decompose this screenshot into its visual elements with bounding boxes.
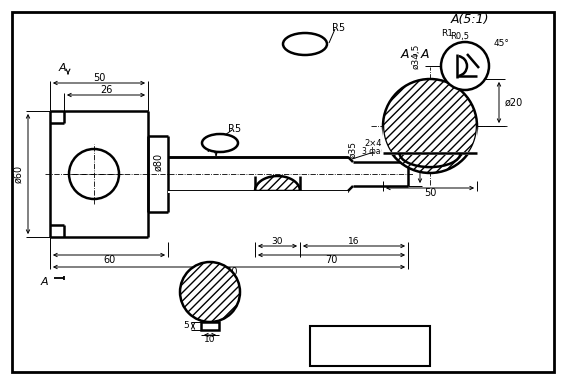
Text: 50: 50 bbox=[424, 188, 436, 198]
Text: ø35: ø35 bbox=[349, 141, 358, 159]
Polygon shape bbox=[255, 176, 300, 191]
Text: 170: 170 bbox=[220, 267, 238, 277]
Text: 3 фаски: 3 фаски bbox=[362, 147, 394, 156]
Text: 50: 50 bbox=[93, 73, 105, 83]
Text: ø80: ø80 bbox=[153, 153, 163, 171]
Text: 26: 26 bbox=[100, 85, 112, 95]
Text: 70: 70 bbox=[325, 255, 338, 265]
Bar bbox=[310, 326, 430, 366]
Text: 2×45°: 2×45° bbox=[365, 139, 392, 147]
Bar bbox=[168, 191, 348, 193]
Text: 60: 60 bbox=[103, 255, 115, 265]
Text: ø34,5: ø34,5 bbox=[411, 140, 421, 164]
Text: 5: 5 bbox=[183, 321, 189, 331]
Ellipse shape bbox=[202, 134, 238, 152]
Text: 45°: 45° bbox=[494, 40, 510, 48]
Text: 10: 10 bbox=[204, 334, 216, 344]
Text: A: A bbox=[207, 144, 215, 154]
Text: R0,5: R0,5 bbox=[451, 33, 470, 41]
Text: 30: 30 bbox=[272, 237, 283, 245]
Circle shape bbox=[441, 42, 489, 90]
Polygon shape bbox=[381, 126, 479, 155]
Text: 16: 16 bbox=[348, 237, 360, 245]
Circle shape bbox=[383, 79, 477, 173]
Text: ø60: ø60 bbox=[13, 165, 23, 183]
Text: A(5:1): A(5:1) bbox=[451, 13, 489, 26]
Text: A - A: A - A bbox=[400, 48, 430, 61]
Bar bbox=[201, 322, 219, 330]
Text: A: A bbox=[58, 63, 66, 73]
Text: R5: R5 bbox=[229, 124, 242, 134]
Text: ø34,5: ø34,5 bbox=[412, 43, 421, 69]
Ellipse shape bbox=[283, 33, 327, 55]
Text: R5: R5 bbox=[332, 23, 346, 33]
Text: R1: R1 bbox=[441, 30, 453, 38]
Text: A: A bbox=[40, 277, 48, 287]
Circle shape bbox=[180, 262, 240, 322]
Text: ø20: ø20 bbox=[505, 98, 523, 108]
Text: 3: 3 bbox=[476, 71, 482, 81]
